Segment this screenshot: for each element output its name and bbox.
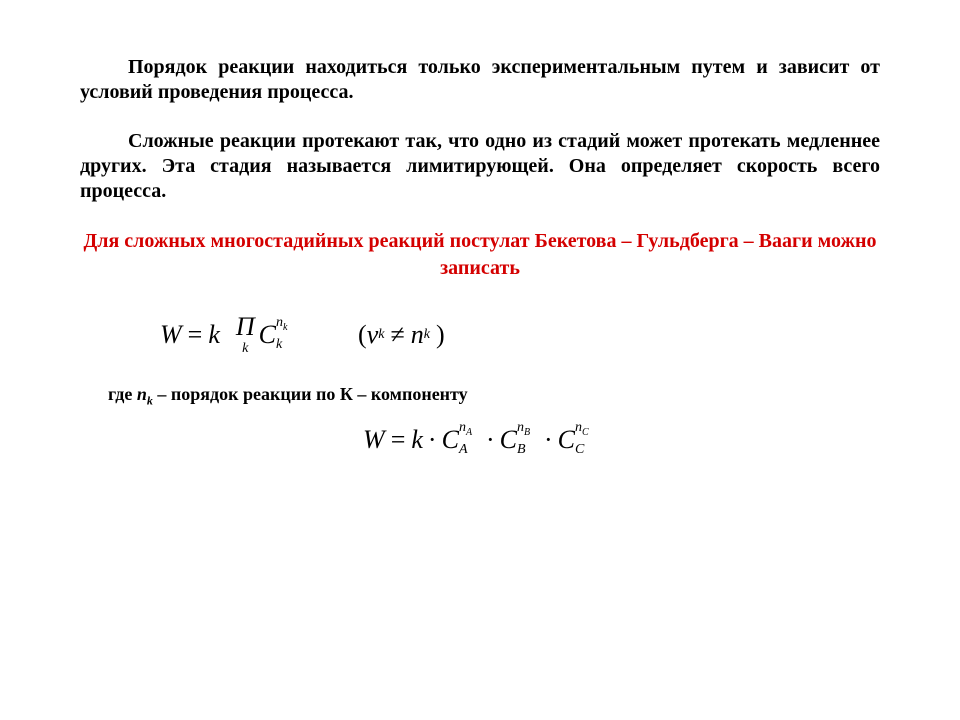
eq1-product-symbol: П — [236, 314, 255, 340]
postulate-heading: Для сложных многостадийных реакций посту… — [80, 228, 880, 282]
slide-page: Порядок реакции находиться только экспер… — [0, 0, 960, 720]
eq1-nu: ν — [367, 322, 379, 348]
eq2-CB-sub: B — [517, 443, 526, 457]
note-var: n — [137, 384, 147, 404]
eq2-CC-sup: nC — [575, 421, 589, 435]
eq2-CB: C nB B — [500, 427, 517, 453]
eq1-W: W — [160, 322, 182, 348]
eq1-rparen: ) — [436, 322, 445, 348]
eq1-C-sub: k — [276, 338, 282, 352]
paragraph-1: Порядок реакции находиться только экспер… — [80, 55, 880, 105]
eq2-CA-sup-sub: A — [466, 426, 472, 437]
eq1-C-sup-sub: k — [283, 322, 287, 333]
eq2-CC: C nC C — [558, 427, 575, 453]
note-suffix: – порядок реакции по К – компоненту — [153, 384, 468, 404]
eq2-CA-sub: A — [459, 443, 468, 457]
eq1-product: П k — [236, 314, 255, 356]
eq1-equals: = — [182, 322, 209, 348]
eq1-n: n — [411, 322, 424, 348]
eq1-lparen: ( — [358, 322, 367, 348]
eq1-k: k — [208, 322, 220, 348]
note-line: где nk – порядок реакции по К – компонен… — [108, 384, 880, 409]
eq2-CA-sup-n: n — [459, 420, 466, 435]
equation-2: W = k · C nA A · C nB B · C nC C — [80, 427, 880, 453]
eq1-C-sup-n: n — [276, 315, 283, 330]
eq2-CB-sup-sub: B — [524, 426, 530, 437]
equation-1: W = k П k C nk k ( νk ≠ nk ) — [80, 314, 880, 356]
eq2-CC-sub: C — [575, 443, 584, 457]
eq2-W: W — [363, 427, 385, 453]
eq2-CC-sup-n: n — [575, 420, 582, 435]
eq1-C: C — [259, 320, 276, 349]
eq2-k: k — [411, 427, 423, 453]
eq2-CB-sup: nB — [517, 421, 530, 435]
eq2-equals: = — [385, 427, 412, 453]
eq2-dot-3: · — [539, 427, 558, 453]
eq2-CB-base: C — [500, 425, 517, 454]
eq2-dot-2: · — [481, 427, 500, 453]
eq2-dot-1: · — [423, 427, 442, 453]
eq2-CB-sup-n: n — [517, 420, 524, 435]
eq1-product-limit: k — [242, 342, 248, 356]
eq1-Ck: C nk k — [259, 322, 276, 348]
eq2-CC-base: C — [558, 425, 575, 454]
eq1-C-sup: nk — [276, 316, 287, 330]
note-prefix: где — [108, 384, 137, 404]
eq2-CA: C nA A — [442, 427, 459, 453]
paragraph-2: Сложные реакции протекают так, что одно … — [80, 129, 880, 204]
eq1-neq: ≠ — [384, 322, 410, 348]
eq2-CA-base: C — [442, 425, 459, 454]
eq2-CA-sup: nA — [459, 421, 472, 435]
eq2-CC-sup-sub: C — [582, 426, 589, 437]
